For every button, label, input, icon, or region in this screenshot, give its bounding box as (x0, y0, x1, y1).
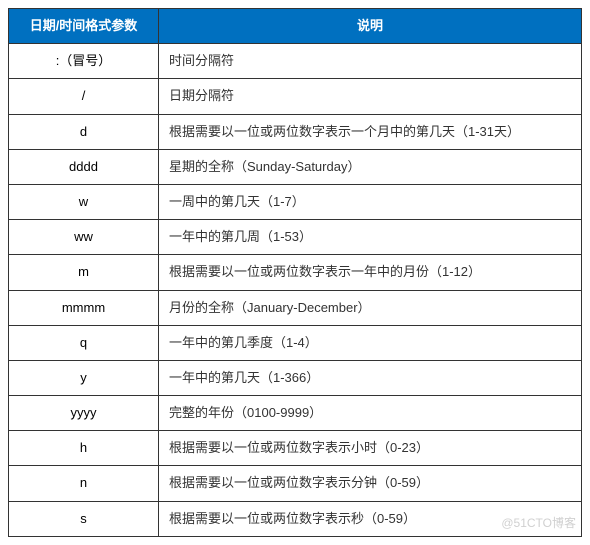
cell-param: y (9, 360, 159, 395)
cell-param: w (9, 184, 159, 219)
cell-desc: 星期的全称（Sunday-Saturday） (159, 149, 582, 184)
table-row: n根据需要以一位或两位数字表示分钟（0-59） (9, 466, 582, 501)
cell-param: d (9, 114, 159, 149)
table-row: y一年中的第几天（1-366） (9, 360, 582, 395)
table-row: h根据需要以一位或两位数字表示小时（0-23） (9, 431, 582, 466)
table-row: yyyy完整的年份（0100-9999） (9, 396, 582, 431)
table-row: s根据需要以一位或两位数字表示秒（0-59） (9, 501, 582, 536)
table-row: :（冒号）时间分隔符 (9, 44, 582, 79)
table-row: dddd星期的全称（Sunday-Saturday） (9, 149, 582, 184)
cell-param: ww (9, 220, 159, 255)
cell-desc: 日期分隔符 (159, 79, 582, 114)
cell-desc: 一年中的第几天（1-366） (159, 360, 582, 395)
table-row: w一周中的第几天（1-7） (9, 184, 582, 219)
table-row: d根据需要以一位或两位数字表示一个月中的第几天（1-31天） (9, 114, 582, 149)
cell-desc: 根据需要以一位或两位数字表示小时（0-23） (159, 431, 582, 466)
cell-param: m (9, 255, 159, 290)
cell-desc: 完整的年份（0100-9999） (159, 396, 582, 431)
cell-param: :（冒号） (9, 44, 159, 79)
cell-param: s (9, 501, 159, 536)
cell-param: h (9, 431, 159, 466)
table-row: ww一年中的第几周（1-53） (9, 220, 582, 255)
format-params-table: 日期/时间格式参数 说明 :（冒号）时间分隔符 /日期分隔符 d根据需要以一位或… (8, 8, 582, 537)
cell-desc: 根据需要以一位或两位数字表示分钟（0-59） (159, 466, 582, 501)
cell-desc: 根据需要以一位或两位数字表示秒（0-59） (159, 501, 582, 536)
cell-param: q (9, 325, 159, 360)
table-row: mmmm月份的全称（January-December） (9, 290, 582, 325)
cell-desc: 根据需要以一位或两位数字表示一个月中的第几天（1-31天） (159, 114, 582, 149)
cell-desc: 时间分隔符 (159, 44, 582, 79)
header-desc: 说明 (159, 9, 582, 44)
cell-param: mmmm (9, 290, 159, 325)
cell-desc: 一年中的第几周（1-53） (159, 220, 582, 255)
cell-desc: 月份的全称（January-December） (159, 290, 582, 325)
cell-desc: 一年中的第几季度（1-4） (159, 325, 582, 360)
header-param: 日期/时间格式参数 (9, 9, 159, 44)
table-row: /日期分隔符 (9, 79, 582, 114)
table-row: q一年中的第几季度（1-4） (9, 325, 582, 360)
cell-param: dddd (9, 149, 159, 184)
cell-param: / (9, 79, 159, 114)
table-row: m根据需要以一位或两位数字表示一年中的月份（1-12） (9, 255, 582, 290)
cell-param: n (9, 466, 159, 501)
cell-desc: 根据需要以一位或两位数字表示一年中的月份（1-12） (159, 255, 582, 290)
cell-param: yyyy (9, 396, 159, 431)
cell-desc: 一周中的第几天（1-7） (159, 184, 582, 219)
table-header-row: 日期/时间格式参数 说明 (9, 9, 582, 44)
